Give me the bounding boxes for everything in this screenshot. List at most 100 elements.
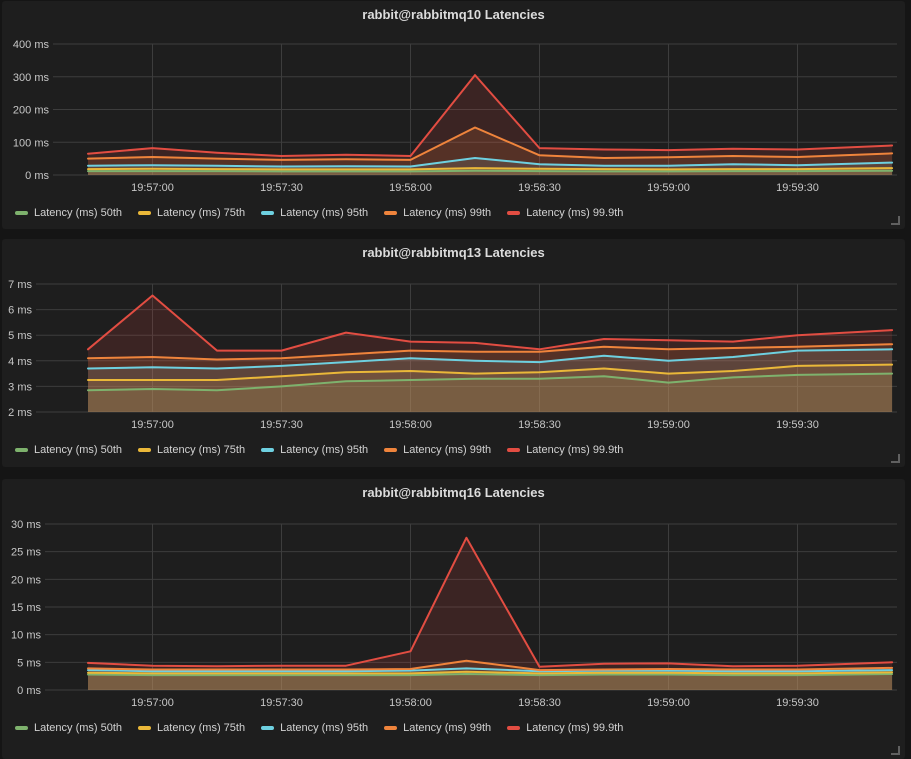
series-line <box>87 348 894 370</box>
legend-series-swatch-icon <box>261 726 275 730</box>
x-axis-tick-label: 19:59:30 <box>776 182 819 194</box>
legend-series-label: Latency (ms) 95th <box>280 444 369 456</box>
legend-item[interactable]: Latency (ms) 75th <box>138 444 245 456</box>
panel-rabbitmq10-latencies: rabbit@rabbitmq10 Latencies 0 ms 100 ms 20… <box>2 1 905 229</box>
series-line <box>87 167 894 171</box>
series-area-fill <box>88 295 893 412</box>
legend-series-swatch-icon <box>15 448 28 452</box>
x-axis-tick-label: 19:57:30 <box>260 182 303 194</box>
legend-item[interactable]: Latency (ms) 99.9th <box>507 722 623 734</box>
legend-series-swatch-icon <box>507 726 521 730</box>
series-line <box>87 372 894 392</box>
x-axis-tick-label: 19:59:30 <box>776 697 819 709</box>
y-axis-tick-label: 400 ms <box>13 39 50 51</box>
x-axis-tick-label: 19:58:00 <box>389 182 432 194</box>
series-area-fill <box>88 349 893 412</box>
legend-item[interactable]: Latency (ms) 95th <box>261 207 368 219</box>
legend-series-swatch-icon <box>15 211 28 215</box>
x-axis-tick-label: 19:59:00 <box>647 697 690 709</box>
legend-series-swatch-icon <box>15 726 28 730</box>
series-line <box>87 343 894 361</box>
series-line <box>87 670 894 675</box>
legend-series-swatch-icon <box>507 448 521 452</box>
x-axis-tick-label: 19:58:00 <box>389 697 432 709</box>
series-line <box>87 294 894 352</box>
series-line <box>87 126 894 161</box>
legend-series-swatch-icon <box>138 448 152 452</box>
y-axis-tick-label: 200 ms <box>13 105 50 117</box>
legend-item[interactable]: Latency (ms) 99th <box>384 207 491 219</box>
y-axis-tick-label: 30 ms <box>11 519 41 531</box>
legend-series-label: Latency (ms) 99.9th <box>526 444 624 456</box>
y-axis-tick-label: 0 ms <box>17 685 41 697</box>
panel-resize-handle[interactable] <box>891 216 900 225</box>
legend-series-label: Latency (ms) 50th <box>34 444 123 456</box>
y-axis-tick-label: 25 ms <box>11 547 41 559</box>
legend-series-swatch-icon <box>138 726 152 730</box>
legend-item[interactable]: Latency (ms) 99th <box>384 722 491 734</box>
series-line <box>87 157 894 168</box>
series-line <box>87 74 894 157</box>
series-area-fill <box>88 127 893 175</box>
y-axis-tick-label: 3 ms <box>8 381 32 393</box>
legend-item[interactable]: Latency (ms) 99th <box>384 444 491 456</box>
series-line <box>87 659 894 672</box>
legend-item[interactable]: Latency (ms) 99.9th <box>507 444 623 456</box>
legend-series-swatch-icon <box>384 448 398 452</box>
x-axis-tick-label: 19:57:00 <box>131 182 174 194</box>
legend-item[interactable]: Latency (ms) 95th <box>261 722 368 734</box>
y-axis-tick-label: 5 ms <box>17 657 41 669</box>
series-line <box>87 667 894 673</box>
y-axis-tick-label: 7 ms <box>8 279 32 291</box>
x-axis-tick-label: 19:59:00 <box>647 182 690 194</box>
legend-item[interactable]: Latency (ms) 75th <box>138 207 245 219</box>
latency-chart[interactable]: 0 ms 100 ms 200 ms 300 ms 400 ms 19:57:00 19:5… <box>2 1 905 229</box>
y-axis-tick-label: 300 ms <box>13 72 50 84</box>
legend-series-label: Latency (ms) 50th <box>34 207 123 219</box>
y-axis-tick-label: 4 ms <box>8 356 32 368</box>
series-area-fill <box>88 537 893 690</box>
series-area-fill <box>88 674 893 690</box>
legend-item[interactable]: Latency (ms) 99.9th <box>507 207 623 219</box>
x-axis-tick-label: 19:57:30 <box>260 419 303 431</box>
legend-series-label: Latency (ms) 99.9th <box>526 722 624 734</box>
x-axis-tick-label: 19:58:30 <box>518 697 561 709</box>
legend-series-label: Latency (ms) 75th <box>157 207 246 219</box>
y-axis-tick-label: 0 ms <box>25 170 49 182</box>
legend-series-swatch-icon <box>384 726 398 730</box>
panel-title[interactable]: rabbit@rabbitmq10 Latencies <box>362 7 545 22</box>
x-axis-tick-label: 19:58:30 <box>518 419 561 431</box>
legend-item[interactable]: Latency (ms) 75th <box>138 722 245 734</box>
legend-series-swatch-icon <box>507 211 521 215</box>
legend-series-swatch-icon <box>261 448 275 452</box>
y-axis-tick-label: 100 ms <box>13 137 50 149</box>
x-axis-tick-label: 19:57:30 <box>260 697 303 709</box>
chart-legend: Latency (ms) 50th Latency (ms) 75th Latenc… <box>15 722 623 734</box>
y-axis-tick-label: 20 ms <box>11 574 41 586</box>
y-axis-tick-label: 6 ms <box>8 305 32 317</box>
panel-title[interactable]: rabbit@rabbitmq16 Latencies <box>362 485 545 500</box>
latency-chart[interactable]: 0 ms 5 ms 10 ms 15 ms 20 ms 25 ms 30 ms 19:57:0… <box>2 479 905 759</box>
legend-series-label: Latency (ms) 99th <box>403 207 492 219</box>
y-axis-tick-label: 5 ms <box>8 330 32 342</box>
chart-legend: Latency (ms) 50th Latency (ms) 75th Latenc… <box>15 207 623 219</box>
legend-series-label: Latency (ms) 75th <box>157 444 246 456</box>
x-axis-tick-label: 19:58:00 <box>389 419 432 431</box>
legend-item[interactable]: Latency (ms) 95th <box>261 444 368 456</box>
series-area-fill <box>88 671 893 690</box>
y-axis-tick-label: 15 ms <box>11 602 41 614</box>
x-axis-tick-label: 19:59:30 <box>776 419 819 431</box>
series-line <box>87 363 894 381</box>
panel-resize-handle[interactable] <box>891 746 900 755</box>
panel-title[interactable]: rabbit@rabbitmq13 Latencies <box>362 245 545 260</box>
legend-item[interactable]: Latency (ms) 50th <box>15 207 122 219</box>
legend-item[interactable]: Latency (ms) 50th <box>15 722 122 734</box>
legend-series-swatch-icon <box>384 211 398 215</box>
y-axis-tick-label: 2 ms <box>8 407 32 419</box>
x-axis-tick-label: 19:57:00 <box>131 419 174 431</box>
legend-series-label: Latency (ms) 95th <box>280 207 369 219</box>
legend-item[interactable]: Latency (ms) 50th <box>15 444 122 456</box>
panel-resize-handle[interactable] <box>891 454 900 463</box>
latency-chart[interactable]: 2 ms 3 ms 4 ms 5 ms 6 ms 7 ms 19:57:00 19:57:30… <box>2 239 905 467</box>
